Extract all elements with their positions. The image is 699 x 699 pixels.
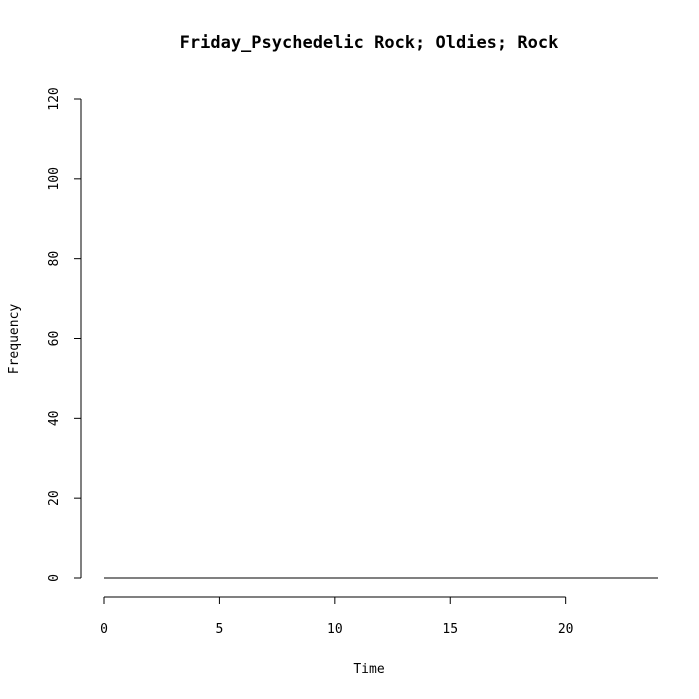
y-axis-label: Frequency — [7, 304, 22, 375]
y-tick-label: 0 — [47, 574, 62, 582]
y-tick-label: 60 — [47, 331, 62, 347]
x-tick-label: 20 — [558, 622, 574, 637]
chart-title: Friday_Psychedelic Rock; Oldies; Rock — [180, 33, 559, 53]
y-axis: 0 20 40 60 80 100 120 — [47, 87, 82, 582]
y-tick-label: 120 — [47, 87, 62, 110]
y-tick-label: 80 — [47, 251, 62, 267]
y-tick-label: 40 — [47, 411, 62, 427]
y-tick-label: 20 — [47, 490, 62, 506]
x-axis: 0 5 10 15 20 — [100, 596, 574, 637]
x-tick-label: 5 — [216, 622, 224, 637]
x-axis-label: Time — [353, 662, 384, 677]
x-tick-label: 0 — [100, 622, 108, 637]
y-tick-label: 100 — [47, 167, 62, 190]
x-tick-label: 15 — [442, 622, 458, 637]
x-tick-label: 10 — [327, 622, 343, 637]
